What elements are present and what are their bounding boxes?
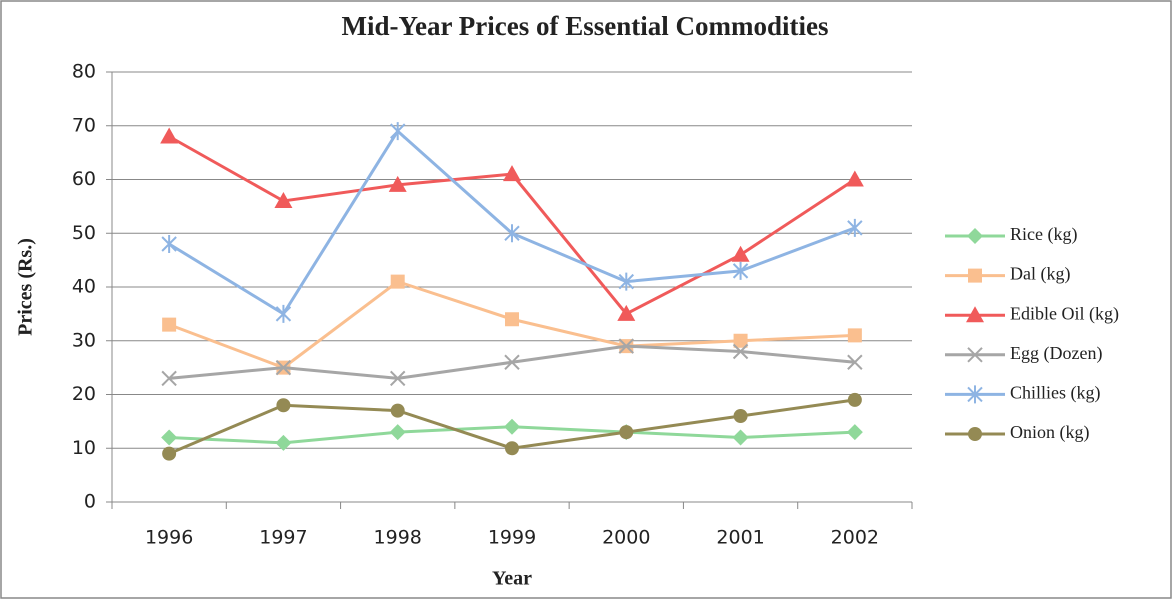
data-point	[618, 272, 634, 291]
data-point	[274, 192, 293, 208]
data-point	[161, 429, 178, 446]
data-point	[847, 392, 862, 407]
legend-label: Chillies (kg)	[1010, 383, 1101, 404]
data-point	[161, 235, 177, 253]
legend-marker	[966, 306, 984, 323]
legend-label: Egg (Dozen)	[1010, 343, 1102, 364]
data-point	[618, 338, 634, 354]
data-point	[160, 127, 179, 144]
y-tick-label: 70	[72, 114, 96, 136]
data-point	[390, 274, 405, 289]
data-point	[847, 218, 863, 237]
y-tick-label: 50	[72, 222, 96, 244]
data-point	[389, 424, 406, 441]
y-tick-label: 30	[72, 329, 96, 351]
data-point	[732, 429, 749, 446]
x-tick-label: 2002	[831, 527, 879, 549]
x-tick-label: 1998	[374, 527, 422, 549]
data-point	[846, 424, 863, 441]
data-point	[504, 418, 520, 435]
data-point	[388, 175, 407, 192]
data-point	[504, 354, 520, 370]
legend-marker	[968, 268, 982, 283]
x-tick-label: 1996	[145, 527, 193, 549]
data-point	[619, 425, 634, 440]
data-point	[390, 370, 406, 387]
data-point	[162, 317, 177, 332]
legend-marker	[967, 385, 983, 404]
y-tick-label: 10	[72, 437, 96, 459]
legend-label: Dal (kg)	[1010, 264, 1070, 285]
y-tick-label: 0	[84, 491, 96, 513]
data-point	[731, 245, 750, 262]
data-point	[732, 343, 749, 360]
legend-marker	[967, 347, 983, 363]
y-tick-label: 60	[72, 168, 96, 190]
data-point	[390, 403, 405, 418]
data-point	[733, 409, 748, 423]
data-point	[275, 359, 292, 376]
data-point	[505, 312, 519, 327]
data-point	[162, 446, 177, 461]
x-tick-label: 1999	[488, 527, 536, 549]
y-tick-label: 80	[72, 61, 96, 83]
y-tick-label: 40	[72, 276, 96, 298]
chart-title: Mid-Year Prices of Essential Commodities	[342, 11, 829, 41]
data-point	[847, 354, 863, 370]
legend-marker	[967, 228, 983, 244]
data-point	[275, 434, 292, 451]
y-tick-label: 20	[72, 383, 96, 405]
legend-marker	[968, 427, 982, 441]
x-axis-label: Year	[492, 568, 532, 590]
data-point	[732, 261, 749, 280]
legend-label: Edible Oil (kg)	[1010, 303, 1119, 324]
legend-label: Rice (kg)	[1010, 224, 1077, 245]
legend-label: Onion (kg)	[1010, 422, 1090, 443]
x-tick-label: 2001	[716, 527, 764, 549]
x-tick-label: 1997	[259, 527, 307, 549]
x-tick-label: 2000	[602, 527, 650, 549]
data-point	[161, 370, 177, 387]
data-point	[504, 224, 520, 243]
data-point	[276, 398, 291, 413]
y-axis-label: Prices (Rs.)	[15, 238, 37, 336]
data-point	[503, 165, 521, 182]
data-point	[733, 333, 748, 348]
data-point	[847, 328, 862, 343]
data-point	[275, 304, 292, 323]
data-point	[617, 304, 636, 321]
data-point	[390, 122, 406, 141]
data-point	[845, 170, 864, 187]
data-point	[505, 441, 519, 456]
